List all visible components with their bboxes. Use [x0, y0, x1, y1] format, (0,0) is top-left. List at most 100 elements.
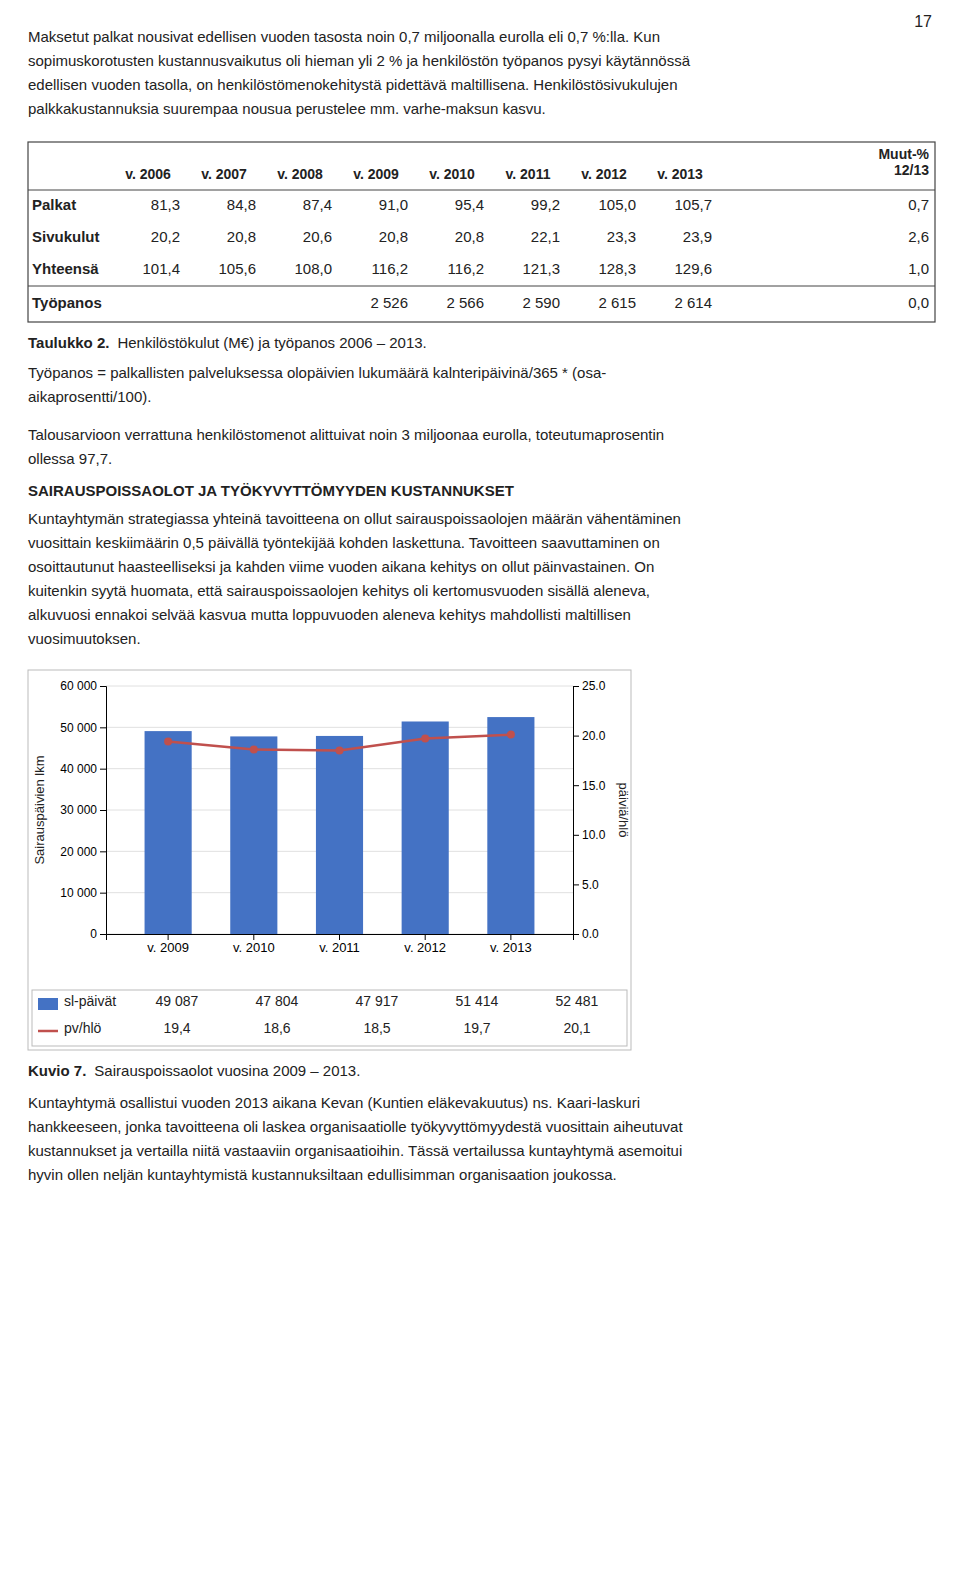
tick-mark [339, 934, 340, 940]
tick: v. 2013 [490, 934, 532, 955]
tick-label: 20 000 [60, 845, 97, 859]
tick: 50 000 [60, 721, 106, 735]
table-header: v. 2007 [201, 166, 247, 182]
paragraph-line: Kuntayhtymä osallistui vuoden 2013 aikan… [28, 1094, 640, 1111]
tick-label: 15.0 [582, 779, 606, 793]
tick: 20 000 [60, 845, 106, 859]
table-header: v. 2008 [277, 166, 323, 182]
axis-title: päiviä/hlö [616, 783, 631, 838]
table-rule [28, 286, 935, 287]
tick-mark [100, 686, 106, 687]
table-cell: 128,3 [598, 260, 636, 277]
table-cell: 2 615 [598, 294, 636, 311]
bar [402, 721, 449, 934]
paragraph-line: Maksetut palkat nousivat edellisen vuode… [28, 28, 660, 45]
paragraph-line: alkuvuosi ennakoi selvää kasvua mutta lo… [28, 606, 631, 623]
table-row-label: Yhteensä [32, 260, 99, 277]
table-header: Muut-% [878, 146, 929, 162]
paragraph-line: osoittautunut haasteelliseksi ja kahden … [28, 558, 654, 575]
table-cell: 121,3 [522, 260, 560, 277]
table-cell: 20,8 [455, 228, 484, 245]
tick: 20.0 [573, 729, 606, 743]
tick-label: 30 000 [60, 803, 97, 817]
table-cell: 20,8 [379, 228, 408, 245]
bar [316, 736, 363, 934]
tick-label: v. 2013 [490, 940, 532, 955]
table-cell: 23,3 [607, 228, 636, 245]
table-cell: 20,2 [151, 228, 180, 245]
paragraph-line: vuosittain keskiimäärin 0,5 päivällä työ… [28, 534, 660, 551]
tick-label: v. 2011 [319, 940, 360, 955]
data-label: 49 087 [156, 993, 199, 1009]
tick-mark [573, 934, 579, 935]
axis-title: Sairauspäivien lkm [32, 755, 47, 864]
grid-line [106, 686, 573, 687]
paragraph-line: Työpanos = palkallisten palveluksessa ol… [28, 364, 606, 381]
data-label: 19,4 [163, 1020, 190, 1036]
table-cell: 1,0 [908, 260, 929, 277]
tick-label: 60 000 [60, 679, 97, 693]
table-cell: 116,2 [372, 260, 408, 277]
point [336, 746, 344, 754]
tick-label: 0 [90, 927, 97, 941]
tick-label: 20.0 [582, 729, 606, 743]
table-cell: 105,7 [674, 196, 712, 213]
point [250, 745, 258, 753]
x-axis: v. 2009 v. 2010 v. 2011 v. 2012 v. 2013 [107, 934, 574, 955]
caption-text: Henkilöstökulut (M€) ja työpanos 2006 – … [117, 334, 426, 351]
bar [145, 731, 192, 934]
tick-label: v. 2012 [404, 940, 446, 955]
tick-mark [573, 686, 579, 687]
data-label: 19,7 [463, 1020, 490, 1036]
tick-label: 5.0 [582, 878, 599, 892]
paragraph-line: kustannukset ja vertailla niitä vastaavi… [28, 1142, 682, 1159]
point [421, 735, 429, 743]
tick-mark [100, 810, 106, 811]
caption: Taulukko 2. Henkilöstökulut (M€) ja työpa… [28, 334, 427, 351]
table-cell: 2 590 [522, 294, 560, 311]
tick-mark [573, 736, 579, 737]
table-header: v. 2011 [506, 166, 551, 182]
table-cell: 22,1 [531, 228, 560, 245]
paragraph-line: vuosimuutoksen. [28, 630, 141, 647]
caption-label: Taulukko 2. [28, 334, 109, 351]
legend-swatch [38, 1030, 58, 1033]
table-cell: 2 566 [446, 294, 484, 311]
table-cell: 20,8 [227, 228, 256, 245]
tick-label: v. 2010 [233, 940, 275, 955]
chart: v. 2009 v. 2010 v. 2011 v. 2012 v. 2013 0 10 0… [28, 670, 631, 1050]
paragraph-line: sopimuskorotusten kustannusvaikutus oli … [28, 52, 691, 69]
data-label: 47 804 [256, 993, 299, 1009]
paragraph-line: kuitenkin syytä huomata, että sairauspoi… [28, 582, 650, 599]
table-cell: 87,4 [303, 196, 332, 213]
axis-domain [574, 687, 580, 935]
grid [106, 686, 573, 934]
table-header: v. 2010 [429, 166, 475, 182]
table-cell: 129,6 [674, 260, 712, 277]
paragraph-line: hankkeeseen, jonka tavoitteena oli laske… [28, 1118, 683, 1135]
table-header: v. 2009 [353, 166, 399, 182]
tick: 0.0 [573, 927, 599, 941]
plot-marks [145, 717, 535, 934]
tick-label: 25.0 [582, 679, 606, 693]
table-border [28, 142, 935, 322]
tick-label: 10 000 [60, 886, 97, 900]
legend-swatch [38, 998, 58, 1010]
tick: 5.0 [573, 878, 599, 892]
tick-label: 40 000 [60, 762, 97, 776]
table-row-label: Sivukulut [32, 228, 100, 245]
caption-label: Kuvio 7. [28, 1062, 86, 1079]
caption: Kuvio 7.Sairauspoissaolot vuosina 2009 –… [28, 1062, 360, 1079]
tick: 60 000 [60, 679, 106, 693]
tick-mark [100, 893, 106, 894]
page-number: 17 [914, 13, 932, 30]
table-cell: 2,6 [908, 228, 929, 245]
tick-mark [100, 851, 106, 852]
table-header: v. 2013 [657, 166, 703, 182]
table-cell: 108,0 [294, 260, 332, 277]
table-rule [28, 190, 935, 191]
tick: 0 [90, 927, 106, 941]
tick-label: v. 2009 [147, 940, 189, 955]
table-cell: 105,6 [218, 260, 256, 277]
paragraph-line: edellisen vuoden tasolla, on henkilöstöm… [28, 76, 678, 93]
